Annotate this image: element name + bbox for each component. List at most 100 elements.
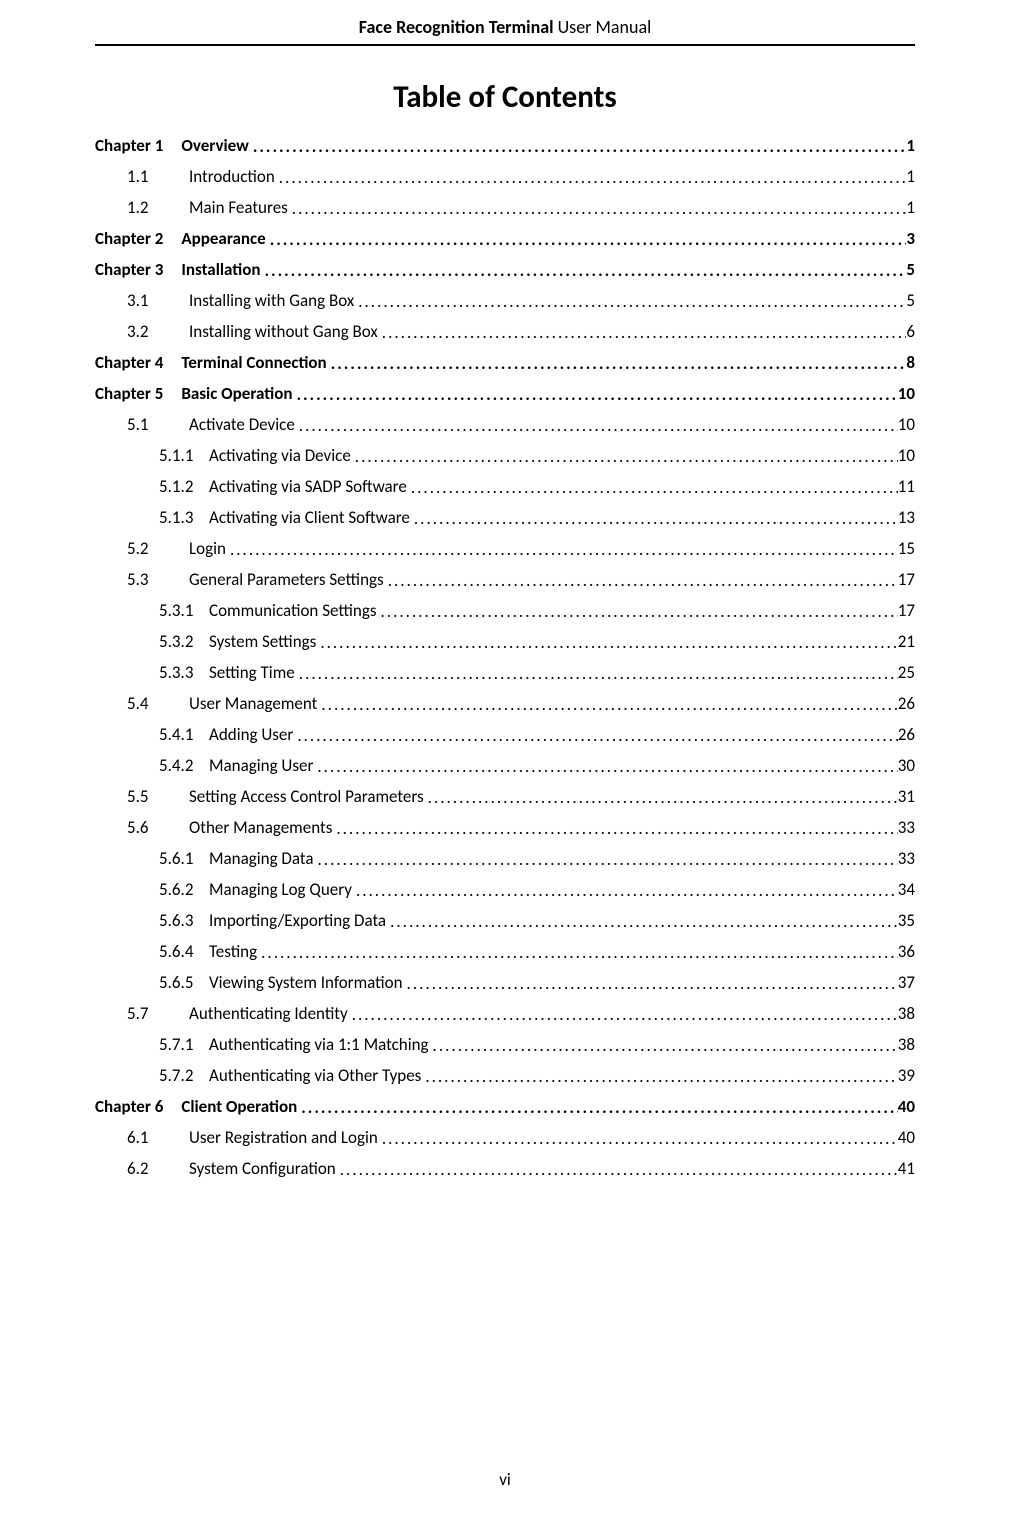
toc-entry[interactable]: 5.1.3Activating via Client Software13: [95, 502, 915, 533]
toc-entry-page: 5: [906, 261, 915, 278]
toc-entry[interactable]: Chapter 4Terminal Connection8: [95, 347, 915, 378]
toc-entry[interactable]: 5.7.1Authenticating via 1:1 Matching38: [95, 1029, 915, 1060]
toc-entry[interactable]: Chapter 1Overview1: [95, 130, 915, 161]
toc-entry-number: Chapter 3: [95, 261, 163, 278]
toc-dot-leader: [352, 882, 898, 899]
toc-entry-title: Setting Access Control Parameters: [165, 788, 424, 805]
toc-entry-page: 17: [898, 571, 915, 588]
toc-dot-leader: [384, 572, 898, 589]
toc-entry-page: 40: [898, 1129, 915, 1146]
toc-entry[interactable]: 5.2Login15: [95, 533, 915, 564]
toc-entry[interactable]: 3.1Installing with Gang Box5: [95, 285, 915, 316]
toc-dot-leader: [295, 665, 898, 682]
toc-dot-leader: [378, 1130, 898, 1147]
toc-entry-title: Installation: [163, 261, 260, 278]
toc-entry[interactable]: Chapter 3Installation 5: [95, 254, 915, 285]
toc-entry[interactable]: 5.5Setting Access Control Parameters31: [95, 781, 915, 812]
toc-entry[interactable]: 5.3.3Setting Time25: [95, 657, 915, 688]
toc-dot-leader: [313, 758, 897, 775]
toc-dot-leader: [293, 727, 897, 744]
toc-entry-number: 5.6: [127, 819, 165, 836]
toc-dot-leader: [317, 696, 897, 713]
toc-entry[interactable]: 5.1Activate Device10: [95, 409, 915, 440]
toc-dot-leader: [429, 1037, 898, 1054]
toc-entry-page: 33: [898, 850, 915, 867]
toc-entry-number: 5.2: [127, 540, 165, 557]
toc-entry[interactable]: 5.1.2Activating via SADP Software11: [95, 471, 915, 502]
toc-dot-leader: [314, 851, 898, 868]
toc-dot-leader: [257, 944, 898, 961]
toc-entry-number: 5.7: [127, 1005, 165, 1022]
toc-dot-leader: [249, 138, 907, 155]
toc-dot-leader: [275, 169, 907, 186]
toc-entry[interactable]: 3.2Installing without Gang Box6: [95, 316, 915, 347]
toc-entry-page: 37: [898, 974, 915, 991]
toc-entry-number: 3.2: [127, 323, 165, 340]
toc-entry-page: 25: [898, 664, 915, 681]
toc-dot-leader: [351, 448, 898, 465]
toc-dot-leader: [288, 200, 907, 217]
toc-dot-leader: [266, 231, 907, 248]
toc-entry-title: Activate Device: [165, 416, 295, 433]
toc-entry-number: 5.1: [127, 416, 165, 433]
toc-entry-page: 11: [898, 478, 915, 495]
toc-entry[interactable]: 5.4.2Managing User30: [95, 750, 915, 781]
toc-entry[interactable]: 5.3General Parameters Settings17: [95, 564, 915, 595]
toc-entry[interactable]: 5.3.2System Settings21: [95, 626, 915, 657]
toc-entry[interactable]: 6.2System Configuration41: [95, 1153, 915, 1184]
header-doc-type: User Manual: [554, 16, 652, 38]
page-number: vi: [0, 1469, 1010, 1490]
toc-dot-leader: [332, 820, 897, 837]
toc-entry-title: Introduction: [165, 168, 275, 185]
toc-entry-title: Activating via Device: [205, 447, 351, 464]
toc-entry-number: 5.3.2: [159, 633, 205, 650]
toc-entry[interactable]: Chapter 5Basic Operation10: [95, 378, 915, 409]
toc-entry[interactable]: 1.2Main Features1: [95, 192, 915, 223]
toc-entry-number: 6.1: [127, 1129, 165, 1146]
toc-entry-title: Appearance: [163, 230, 265, 247]
toc-entry-title: Testing: [205, 943, 257, 960]
toc-list: Chapter 1Overview11.1Introduction11.2Mai…: [95, 130, 915, 1184]
toc-entry[interactable]: 5.1.1Activating via Device10: [95, 440, 915, 471]
toc-entry-page: 17: [898, 602, 915, 619]
toc-entry-number: 5.4.2: [159, 757, 205, 774]
toc-entry[interactable]: 1.1Introduction1: [95, 161, 915, 192]
toc-entry-page: 26: [898, 695, 915, 712]
toc-entry[interactable]: 5.4.1Adding User26: [95, 719, 915, 750]
toc-entry[interactable]: 5.7.2Authenticating via Other Types39: [95, 1060, 915, 1091]
toc-dot-leader: [292, 386, 897, 403]
toc-entry-title: Activating via Client Software: [205, 509, 410, 526]
toc-entry-title: Authenticating via Other Types: [205, 1067, 421, 1084]
toc-entry-number: 5.6.2: [159, 881, 205, 898]
toc-entry[interactable]: 5.7Authenticating Identity38: [95, 998, 915, 1029]
toc-entry-title: User Management: [165, 695, 317, 712]
toc-entry[interactable]: 5.6.3Importing/Exporting Data35: [95, 905, 915, 936]
toc-entry[interactable]: Chapter 2Appearance3: [95, 223, 915, 254]
toc-entry-page: 38: [898, 1005, 915, 1022]
toc-entry-title: Login: [165, 540, 226, 557]
toc-entry-page: 5: [906, 292, 915, 309]
toc-entry-number: 6.2: [127, 1160, 165, 1177]
toc-entry[interactable]: 5.6Other Managements33: [95, 812, 915, 843]
toc-entry[interactable]: 5.3.1Communication Settings17: [95, 595, 915, 626]
toc-entry-page: 1: [906, 199, 915, 216]
toc-entry[interactable]: 6.1User Registration and Login40: [95, 1122, 915, 1153]
toc-entry-number: 5.7.1: [159, 1036, 205, 1053]
toc-entry-number: Chapter 1: [95, 137, 163, 154]
toc-entry-title: Authenticating via 1:1 Matching: [205, 1036, 429, 1053]
toc-entry[interactable]: 5.6.2Managing Log Query34: [95, 874, 915, 905]
toc-entry-page: 6: [906, 323, 915, 340]
toc-entry[interactable]: 5.6.5Viewing System Information37: [95, 967, 915, 998]
toc-entry[interactable]: Chapter 6Client Operation40: [95, 1091, 915, 1122]
toc-entry-page: 39: [898, 1067, 915, 1084]
toc-entry-number: 5.3: [127, 571, 165, 588]
toc-entry-title: Other Managements: [165, 819, 332, 836]
toc-entry-title: Managing Data: [205, 850, 314, 867]
toc-entry-page: 21: [898, 633, 915, 650]
toc-entry-title: Terminal Connection: [163, 354, 326, 371]
toc-entry[interactable]: 5.4User Management26: [95, 688, 915, 719]
toc-entry[interactable]: 5.6.4Testing36: [95, 936, 915, 967]
toc-entry[interactable]: 5.6.1Managing Data33: [95, 843, 915, 874]
toc-entry-page: 8: [906, 354, 915, 371]
toc-entry-page: 40: [898, 1098, 915, 1115]
